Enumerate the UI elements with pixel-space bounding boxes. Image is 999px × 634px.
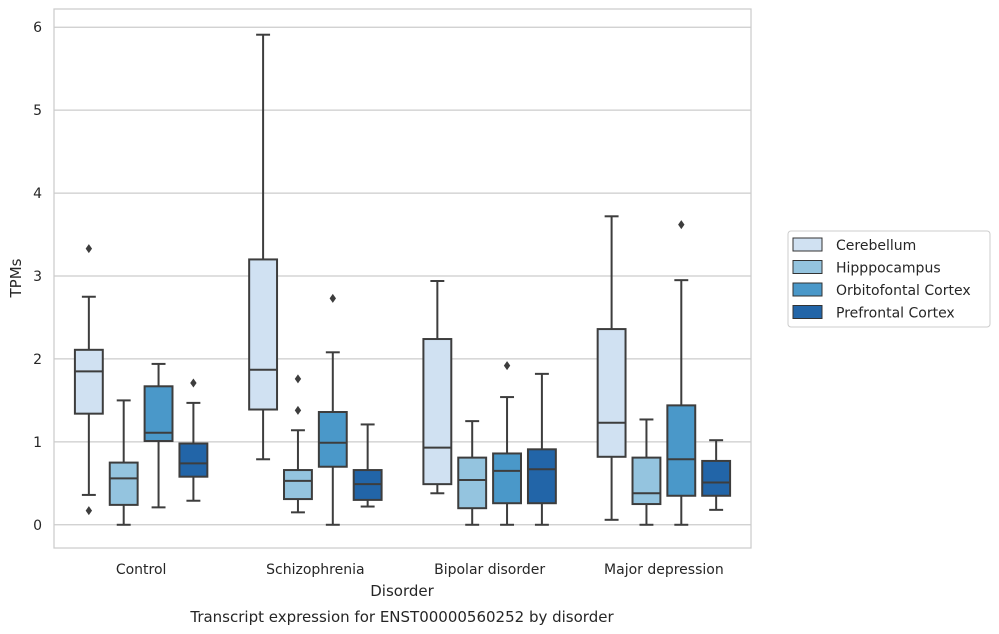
y-tick-label: 0 [33,518,42,534]
box-hipppocampus [283,374,313,514]
outlier-point [503,361,511,371]
outlier-point [85,506,93,516]
box-prefrontal-cortex [352,423,383,508]
y-tick-label: 1 [33,435,42,451]
outlier-point [678,220,685,230]
y-tick-label: 6 [33,20,42,36]
y-tick-label: 3 [33,269,42,285]
x-tick-labels: Control Schizophrenia Bipolar disorder Majo… [116,562,724,578]
box-cerebellum [73,244,104,516]
box-iqr [631,456,662,506]
box-orbitofontal-cortex [492,361,522,526]
legend-label: Cerebellum [836,238,916,254]
legend: Cerebellum Hipppocampus Orbitofontal Corte… [787,230,991,328]
legend-label: Prefrontal Cortex [836,306,955,322]
legend-swatch [792,282,823,297]
box-iqr [526,448,557,505]
box-orbitofontal-cortex [143,362,174,509]
x-tick-label: Major depression [604,562,724,578]
box-cerebellum [596,215,627,521]
box-prefrontal-cortex [178,378,209,502]
box-prefrontal-cortex [701,439,732,511]
legend-swatch [792,305,823,319]
box-orbitofontal-cortex [666,220,697,526]
box-hipppocampus [631,418,662,526]
box-iqr [108,461,139,506]
x-tick-label: Schizophrenia [266,562,364,578]
box-cerebellum [248,33,279,461]
box-iqr [317,411,348,468]
outlier-point [294,405,302,415]
legend-swatch [792,260,823,274]
box-orbitofontal-cortex [317,293,348,526]
box-iqr [457,456,488,510]
y-axis-label: TPMs [7,258,25,298]
box-iqr [422,338,453,486]
box-iqr [73,348,104,415]
plot-frame [53,8,752,549]
box-hipppocampus [457,420,488,526]
box-iqr [666,404,697,497]
legend-label: Orbitofontal Cortex [836,283,971,299]
y-tick-label: 4 [33,186,42,202]
outlier-point [190,378,197,388]
x-tick-label: Control [116,562,167,578]
y-tick-labels: 0 1 2 3 4 5 6 [33,20,42,534]
legend-label: Hipppocampus [836,261,941,277]
box-iqr [283,469,313,501]
box-iqr [248,258,279,411]
box-prefrontal-cortex [526,372,557,526]
outlier-point [294,374,302,384]
y-tick-label: 2 [33,352,42,368]
chart-caption: Transcript expression for ENST0000056025… [189,608,614,626]
box-hipppocampus [108,399,139,526]
legend-frame [787,230,991,328]
box-iqr [178,442,209,478]
outlier-point [329,293,336,303]
outlier-point [85,244,93,254]
x-axis-label: Disorder [370,582,434,600]
y-tick-label: 5 [33,103,42,119]
box-iqr [596,328,627,458]
box-plots [73,33,732,526]
box-iqr [701,459,732,497]
box-cerebellum [422,279,453,495]
box-iqr [492,452,522,505]
x-tick-label: Bipolar disorder [434,562,545,578]
legend-swatch [792,237,823,252]
